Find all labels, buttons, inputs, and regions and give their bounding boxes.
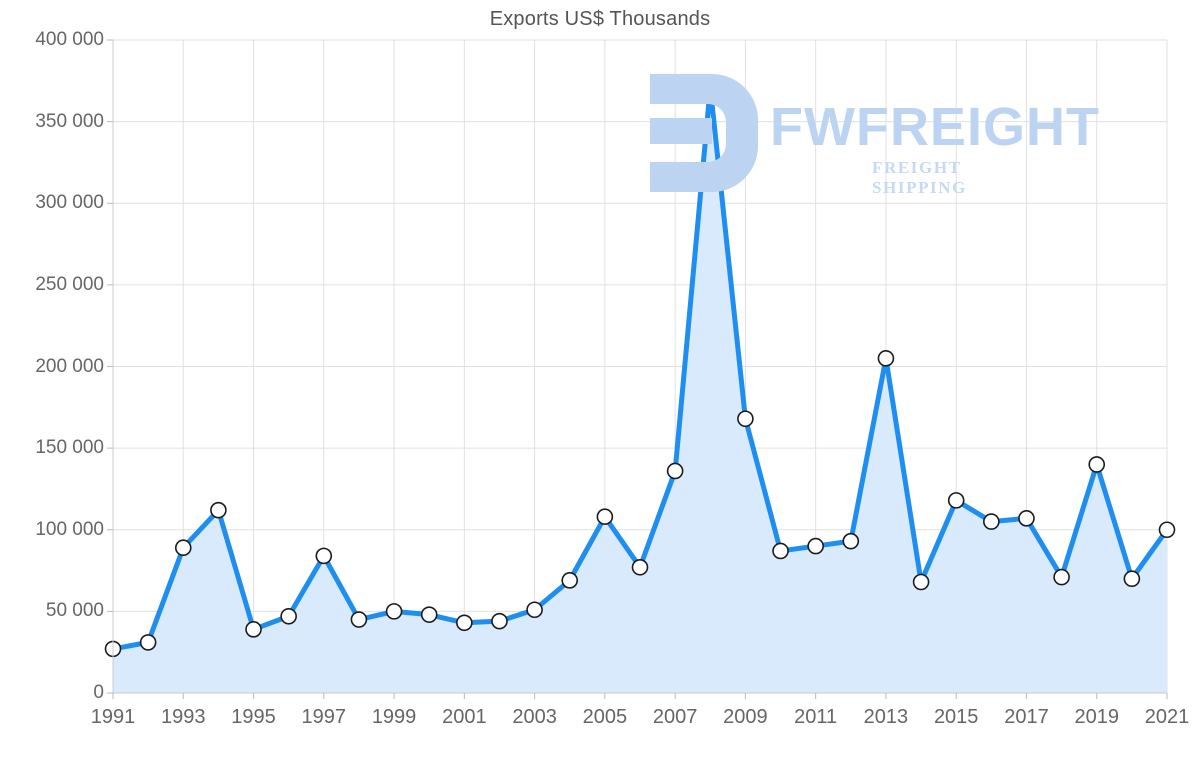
data-point-marker[interactable] bbox=[350, 611, 368, 628]
x-axis-tick-label: 1995 bbox=[231, 706, 276, 728]
x-axis-tick-label: 2007 bbox=[652, 706, 698, 728]
x-axis-tick-label: 2017 bbox=[1004, 706, 1049, 728]
x-axis-tick-label: 1993 bbox=[161, 706, 206, 728]
data-point-marker[interactable] bbox=[1158, 521, 1176, 539]
data-point-marker[interactable] bbox=[315, 547, 333, 565]
x-axis-tick-label: 2005 bbox=[582, 706, 628, 728]
x-axis-tick-label: 2001 bbox=[442, 706, 487, 728]
data-point-marker[interactable] bbox=[772, 542, 789, 560]
x-axis-tick-label: 2015 bbox=[933, 706, 979, 728]
x-axis-tick-label: 2013 bbox=[863, 706, 909, 728]
data-point-marker[interactable] bbox=[807, 537, 824, 555]
data-point-marker[interactable] bbox=[983, 513, 1000, 530]
x-axis-tick-label: 2011 bbox=[794, 706, 838, 728]
data-point-marker[interactable] bbox=[947, 492, 965, 509]
x-axis-tick-label: 2021 bbox=[1144, 706, 1190, 728]
data-point-marker[interactable] bbox=[245, 621, 262, 638]
data-point-marker[interactable] bbox=[491, 612, 508, 630]
data-point-marker[interactable] bbox=[561, 572, 579, 589]
y-axis-tick-label: 400 000 bbox=[35, 29, 104, 50]
data-point-marker[interactable] bbox=[701, 79, 719, 96]
y-axis-tick-label: 300 000 bbox=[35, 192, 104, 214]
data-point-marker[interactable] bbox=[385, 603, 403, 620]
data-point-marker[interactable] bbox=[139, 634, 157, 651]
data-point-marker[interactable] bbox=[420, 606, 438, 623]
data-point-marker[interactable] bbox=[912, 573, 930, 591]
x-axis-tick-label: 2003 bbox=[512, 706, 557, 728]
data-point-marker[interactable] bbox=[877, 350, 895, 367]
data-point-marker[interactable] bbox=[1053, 568, 1070, 586]
y-axis-tick-label: 150 000 bbox=[35, 437, 104, 459]
y-axis-tick-label: 350 000 bbox=[35, 110, 104, 132]
data-point-marker[interactable] bbox=[1088, 456, 1106, 473]
data-point-marker[interactable] bbox=[526, 601, 543, 619]
x-axis-tick-label: 2019 bbox=[1074, 706, 1119, 728]
x-axis-tick-label: 1999 bbox=[371, 706, 417, 728]
data-point-marker[interactable] bbox=[1123, 570, 1141, 588]
y-axis-tick-label: 200 000 bbox=[35, 355, 104, 377]
chart-title: Exports US$ Thousands bbox=[489, 8, 711, 30]
data-point-marker[interactable] bbox=[174, 539, 192, 557]
y-axis-tick-labels: 0 50 000 100 000 150 000 200 000 250 000 300 0… bbox=[0, 0, 104, 763]
data-point-marker[interactable] bbox=[631, 558, 649, 576]
data-point-marker[interactable] bbox=[842, 532, 860, 550]
x-axis-tick-label: 1997 bbox=[301, 706, 347, 728]
y-axis-tick-label: 0 bbox=[93, 682, 104, 703]
data-point-marker[interactable] bbox=[596, 508, 614, 525]
data-point-marker[interactable] bbox=[456, 614, 473, 632]
data-point-marker[interactable] bbox=[1018, 510, 1035, 527]
x-axis-tick-label: 1991 bbox=[90, 706, 136, 728]
y-axis-tick-label: 100 000 bbox=[35, 518, 104, 540]
y-axis-tick-label: 50 000 bbox=[45, 600, 104, 622]
x-axis-tick-label: 2009 bbox=[723, 706, 768, 728]
y-axis-tick-label: 250 000 bbox=[35, 273, 104, 295]
area-fill bbox=[113, 87, 1167, 694]
data-point-marker[interactable] bbox=[666, 462, 684, 480]
data-point-marker[interactable] bbox=[280, 607, 297, 625]
data-point-marker[interactable] bbox=[210, 501, 227, 519]
data-point-marker[interactable] bbox=[737, 410, 754, 428]
